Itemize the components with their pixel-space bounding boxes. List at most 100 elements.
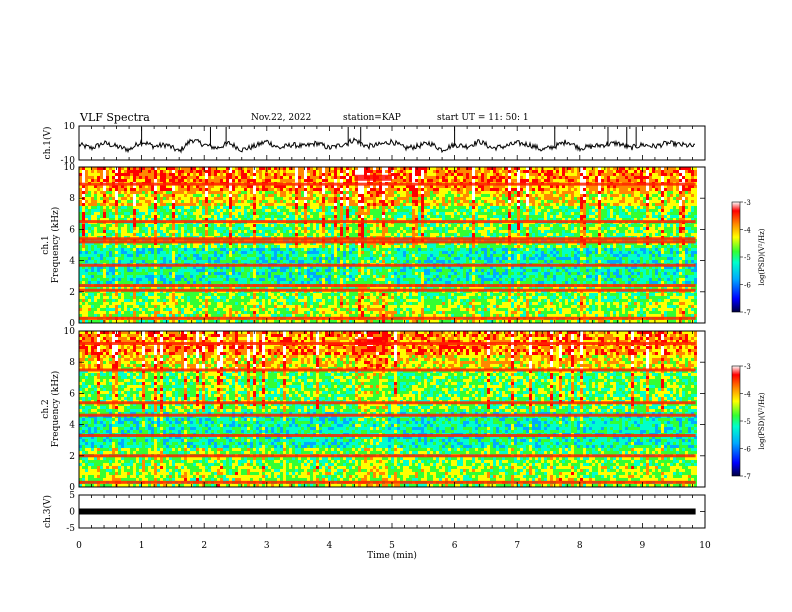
ch1-spectrogram-cell bbox=[205, 179, 208, 182]
ch1-spectrogram-cell bbox=[166, 176, 169, 179]
ch1-spectrogram-cell bbox=[277, 191, 280, 194]
ch1-spectrogram-cell bbox=[196, 203, 199, 206]
ch1-spectrogram-cell bbox=[136, 230, 139, 233]
ch1-spectrogram-cell bbox=[160, 212, 163, 215]
ch1-spectrogram-cell bbox=[82, 212, 85, 215]
ch1-spectrogram-cell bbox=[163, 275, 166, 278]
ch1-spectrogram-cell bbox=[94, 200, 97, 203]
ch1-spectrogram-cell bbox=[211, 170, 214, 173]
ch1-spectrogram-cell bbox=[229, 209, 232, 212]
ch1-spectrogram-cell bbox=[100, 212, 103, 215]
ch1-spectrogram-cell bbox=[175, 272, 178, 275]
ch1-spectrogram-cell bbox=[202, 203, 205, 206]
ch1-spectrogram-cell bbox=[355, 194, 358, 197]
ch1-spectrogram-cell bbox=[283, 311, 286, 314]
ch1-spectrogram-cell bbox=[133, 203, 136, 206]
ch1-spectrogram-cell bbox=[229, 230, 232, 233]
ch1-spectrogram-cell bbox=[175, 188, 178, 191]
ch1-spectrogram-cell bbox=[175, 224, 178, 227]
ch1-spectrogram-cell bbox=[280, 200, 283, 203]
ch1-spectrogram-cell bbox=[142, 296, 145, 299]
ch1-spectrogram-cell bbox=[118, 314, 121, 317]
ch1-spectrogram-cell bbox=[196, 194, 199, 197]
ch1-spectrogram-cell bbox=[181, 293, 184, 296]
ch1-spectrogram-cell bbox=[205, 173, 208, 176]
ch1-spectrogram-cell bbox=[226, 176, 229, 179]
ch1-spectrogram-cell bbox=[283, 200, 286, 203]
ch1-spectrogram-cell bbox=[253, 278, 256, 281]
ch1-spectrogram-cell bbox=[82, 251, 85, 254]
ch1-spectrogram-cell bbox=[202, 188, 205, 191]
ch1-spectrogram-cell bbox=[130, 281, 133, 284]
ch1-spectrogram-cell bbox=[220, 314, 223, 317]
ch1-spectrogram-cell bbox=[145, 254, 148, 257]
ch1-spectrogram-cell bbox=[91, 206, 94, 209]
ch1-spectrogram-cell bbox=[190, 188, 193, 191]
ch1-spectrogram-cell bbox=[142, 278, 145, 281]
ch1-spectrogram-cell bbox=[232, 299, 235, 302]
ch1-spectrogram-cell bbox=[136, 179, 139, 182]
ch1-spectrogram-cell bbox=[145, 269, 148, 272]
ch1-spectrogram-cell bbox=[340, 296, 343, 299]
ch1-spectrogram-cell bbox=[196, 224, 199, 227]
ch1-spectrogram-cell bbox=[268, 230, 271, 233]
ch1-spectrogram-cell bbox=[337, 209, 340, 212]
ch1-spectrogram-cell bbox=[259, 209, 262, 212]
ch1-spectrogram-cell bbox=[145, 272, 148, 275]
ch1-spectrogram-cell bbox=[316, 308, 319, 311]
ch1-spectrogram-cell bbox=[280, 254, 283, 257]
ch1-spectrogram-cell bbox=[280, 206, 283, 209]
ch1-spectrogram-cell bbox=[247, 227, 250, 230]
ch1-spectrogram-cell bbox=[238, 191, 241, 194]
ch1-spectrogram-cell bbox=[100, 206, 103, 209]
ch1-spectrogram-cell bbox=[91, 200, 94, 203]
ch1-spectrogram-cell bbox=[202, 206, 205, 209]
ch1-spectrogram-cell bbox=[220, 278, 223, 281]
ch1-spectrogram-cell bbox=[232, 191, 235, 194]
ch1-spectrogram-cell bbox=[220, 206, 223, 209]
ch1-spectrogram-cell bbox=[163, 248, 166, 251]
ch1-spectrogram-cell bbox=[130, 254, 133, 257]
ch1-spectrogram-cell bbox=[289, 233, 292, 236]
ch1-spectrogram-cell bbox=[193, 215, 196, 218]
ch1-spectrogram-cell bbox=[160, 206, 163, 209]
ch1-spectrogram-cell bbox=[343, 200, 346, 203]
ch1-spectrogram-cell bbox=[217, 314, 220, 317]
ch1-spectrogram-cell bbox=[247, 299, 250, 302]
ch1-spectrogram-cell bbox=[259, 305, 262, 308]
ch1-spectrogram-cell bbox=[82, 188, 85, 191]
ch1-spectrogram-cell bbox=[259, 173, 262, 176]
ch1-spectrogram-cell bbox=[100, 248, 103, 251]
ch1-spectrogram-cell bbox=[247, 296, 250, 299]
ch1-spectrogram-cell bbox=[238, 269, 241, 272]
ch1-spectrogram-cell bbox=[298, 188, 301, 191]
ch1-spectrogram-cell bbox=[310, 224, 313, 227]
ch1-spectrogram-cell bbox=[160, 230, 163, 233]
ch1-spectrogram-cell bbox=[286, 209, 289, 212]
ch1-spectrogram-cell bbox=[166, 200, 169, 203]
ch1-spectrogram-cell bbox=[292, 233, 295, 236]
ch1-spectrogram-cell bbox=[313, 197, 316, 200]
ch1-spectrogram-cell bbox=[130, 179, 133, 182]
ch1-spectrogram-cell bbox=[127, 173, 130, 176]
ch1-spectrogram-cell bbox=[166, 233, 169, 236]
ch1-spectrogram-cell bbox=[142, 233, 145, 236]
ch1-spectrogram-cell bbox=[136, 305, 139, 308]
ch1-spectrogram-cell bbox=[151, 308, 154, 311]
ch1-spectrogram-cell bbox=[304, 230, 307, 233]
ch1-spectrogram-cell bbox=[142, 272, 145, 275]
ch1-spectrogram-cell bbox=[343, 203, 346, 206]
ch1-spectrogram-cell bbox=[295, 194, 298, 197]
ch1-spectrogram-cell bbox=[241, 230, 244, 233]
ch1-spectrogram-cell bbox=[304, 278, 307, 281]
ch1-spectrogram-cell bbox=[187, 203, 190, 206]
ch1-spectrogram-cell bbox=[259, 206, 262, 209]
ch1-spectrogram-cell bbox=[148, 230, 151, 233]
ch1-spectrogram-cell bbox=[331, 215, 334, 218]
ch1-spectrogram-cell bbox=[268, 191, 271, 194]
ch1-spectrogram-cell bbox=[148, 311, 151, 314]
ch1-spectrogram-cell bbox=[232, 293, 235, 296]
ch1-spectrogram-cell bbox=[319, 296, 322, 299]
ch1-spectrogram-cell bbox=[217, 176, 220, 179]
ch1-spectrogram-cell bbox=[304, 314, 307, 317]
